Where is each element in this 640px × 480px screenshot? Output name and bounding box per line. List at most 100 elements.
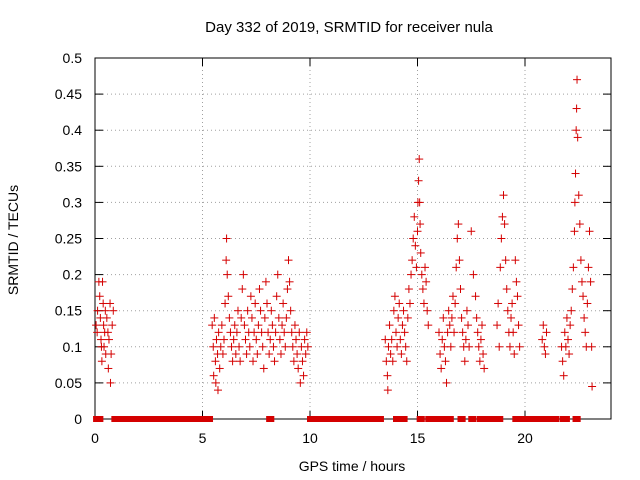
data-point	[400, 328, 409, 337]
data-point	[249, 357, 258, 366]
data-point	[572, 104, 581, 113]
data-point	[585, 227, 594, 236]
data-point	[211, 378, 220, 387]
data-point	[418, 285, 427, 294]
data-point	[495, 342, 504, 351]
data-point	[300, 335, 309, 344]
data-point	[562, 313, 571, 322]
data-point	[454, 220, 463, 229]
data-point	[284, 256, 293, 265]
data-point	[270, 357, 279, 366]
zero-value-marker	[444, 416, 454, 422]
data-point	[222, 256, 231, 265]
data-point	[98, 277, 107, 286]
data-point	[228, 357, 237, 366]
data-point	[259, 364, 268, 373]
data-point	[276, 350, 285, 359]
data-point	[542, 328, 551, 337]
data-point	[405, 299, 414, 308]
zero-value-marker	[457, 416, 466, 422]
data-point	[233, 306, 242, 315]
x-tick-label: 15	[410, 430, 426, 446]
data-point	[237, 313, 246, 322]
data-point	[474, 342, 483, 351]
y-tick-label: 0.1	[63, 339, 83, 355]
data-point	[99, 321, 108, 330]
data-point	[448, 292, 457, 301]
data-point	[588, 382, 597, 391]
data-point	[271, 328, 280, 337]
data-point	[586, 277, 595, 286]
zero-value-marker	[436, 416, 447, 422]
data-point	[92, 321, 101, 330]
data-point	[417, 270, 426, 279]
data-point	[279, 299, 288, 308]
data-point	[576, 256, 585, 265]
data-point	[493, 321, 502, 330]
data-point	[100, 342, 109, 351]
data-point	[263, 299, 271, 308]
data-point	[513, 292, 522, 301]
data-point	[222, 234, 231, 243]
data-point	[387, 335, 396, 344]
data-point	[564, 335, 572, 344]
data-point	[411, 241, 420, 250]
data-point	[302, 328, 311, 337]
data-point	[287, 328, 296, 337]
data-point	[565, 350, 574, 359]
data-point	[217, 321, 226, 330]
data-point	[278, 321, 287, 330]
data-point	[288, 342, 297, 351]
grid	[95, 58, 611, 419]
data-point	[404, 285, 413, 294]
data-point	[388, 357, 397, 366]
data-point	[442, 378, 451, 387]
data-point	[390, 292, 399, 301]
y-axis-label: SRMTID / TECUs	[5, 185, 21, 295]
data-point	[280, 328, 289, 337]
data-point	[401, 342, 410, 351]
data-point	[109, 306, 118, 315]
data-point	[569, 263, 578, 272]
data-point	[227, 342, 236, 351]
data-point	[267, 306, 276, 315]
data-point	[584, 263, 593, 272]
data-point	[568, 285, 577, 294]
data-point	[101, 306, 110, 315]
data-point	[214, 328, 223, 337]
data-point	[256, 306, 265, 315]
data-point	[413, 227, 422, 236]
data-point	[508, 299, 517, 308]
data-point	[423, 306, 432, 315]
zero-value-marker	[512, 416, 540, 422]
data-point	[414, 176, 423, 185]
data-point	[393, 342, 402, 351]
data-point	[275, 335, 284, 344]
data-point	[422, 277, 431, 286]
data-point	[273, 270, 282, 279]
data-point	[480, 364, 489, 373]
axis-ticks: 0 0.05 0.1 0.15 0.2 0.25 0.3 0.35 0.4 0.45 0.5 0 5 10…	[55, 50, 611, 446]
data-point	[392, 328, 400, 337]
data-point	[255, 285, 264, 294]
data-point	[299, 371, 308, 380]
data-point	[514, 321, 523, 330]
data-point	[253, 350, 262, 359]
data-point	[220, 335, 228, 344]
data-point	[93, 306, 102, 315]
zero-value-marker	[266, 416, 275, 422]
data-point	[479, 350, 488, 359]
zero-value-marker	[416, 416, 425, 422]
data-point	[573, 133, 582, 142]
data-point	[558, 357, 567, 366]
x-tick-label: 0	[91, 430, 99, 446]
zero-value-marker	[393, 416, 402, 422]
data-point	[501, 256, 510, 265]
data-point	[303, 342, 312, 351]
data-point	[439, 313, 448, 322]
data-point	[281, 342, 290, 351]
data-point	[403, 313, 412, 322]
data-point	[540, 342, 549, 351]
data-point	[571, 169, 580, 178]
y-tick-label: 0.3	[63, 194, 83, 210]
